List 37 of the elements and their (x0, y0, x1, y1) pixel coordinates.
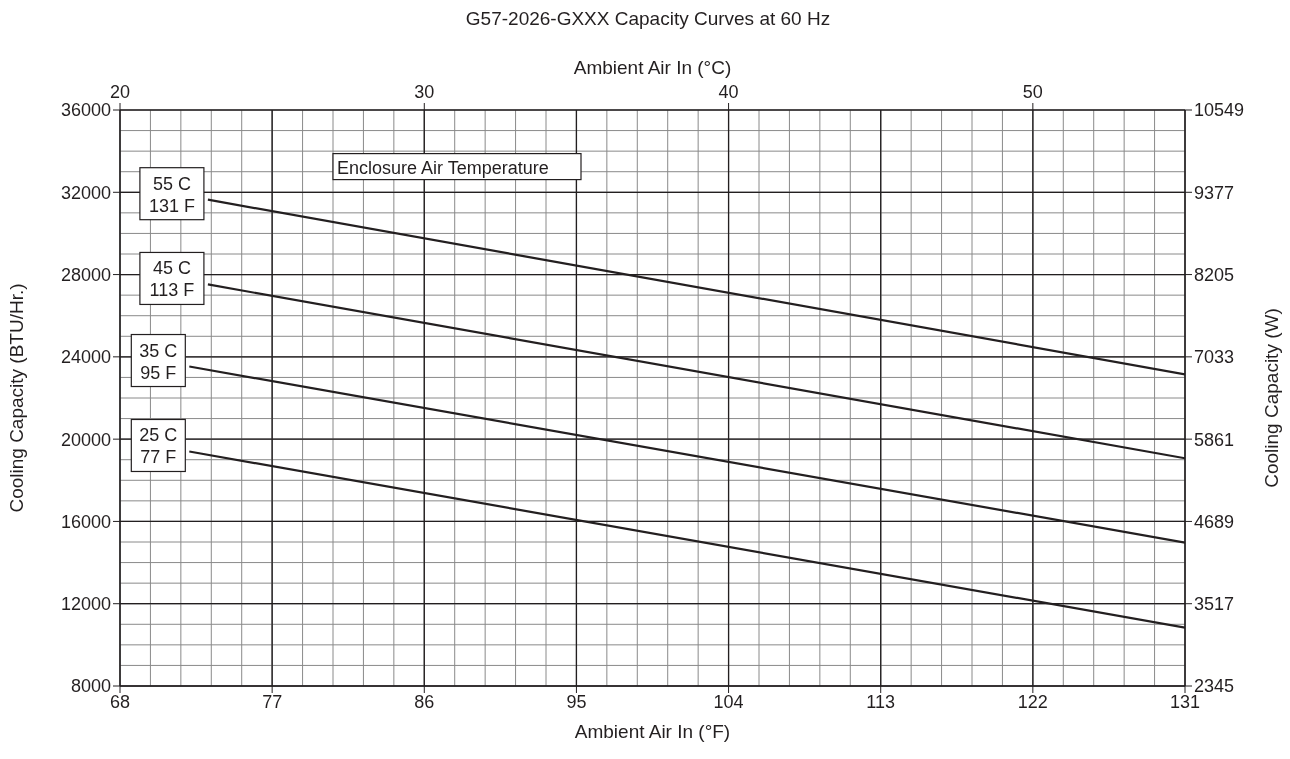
x-tick-label: 122 (1017, 691, 1048, 712)
y2-tick-label: 5861 (1194, 429, 1235, 450)
x-tick-label: 86 (414, 691, 435, 712)
x2-tick-label: 50 (1022, 82, 1043, 102)
x-tick-label: 131 (1169, 691, 1201, 712)
y-tick-label: 16000 (60, 511, 111, 532)
x2-axis-title: Ambient Air In (°C) (573, 57, 732, 78)
y-tick-label: 28000 (60, 264, 111, 285)
x2-tick-label: 30 (414, 82, 435, 102)
x2-tick-label: 20 (109, 82, 131, 102)
y2-tick-label: 7033 (1194, 347, 1235, 368)
y-tick-label: 24000 (60, 347, 111, 368)
x-tick-label: 104 (713, 691, 744, 712)
y2-tick-label: 3517 (1194, 594, 1235, 615)
y-tick-label: 20000 (60, 429, 111, 450)
x-axis-title: Ambient Air In (°F) (574, 721, 731, 742)
y2-tick-label: 8205 (1194, 264, 1235, 285)
x-tick-label: 68 (109, 691, 131, 712)
x-tick-label: 77 (262, 691, 283, 712)
chart-title: G57-2026-GXXX Capacity Curves at 60 Hz (464, 8, 832, 30)
y2-tick-label: 10549 (1194, 100, 1245, 121)
y-tick-label: 32000 (60, 182, 111, 203)
series-label: 45 C 113 F (149, 258, 195, 301)
series-label: 25 C 77 F (139, 425, 178, 468)
y-axis-title: Cooling Capacity (BTU/Hr.) (5, 283, 27, 513)
y2-tick-label: 4689 (1194, 511, 1235, 532)
y-tick-label: 8000 (70, 676, 111, 697)
x2-tick-label: 40 (718, 82, 739, 102)
annotation: Enclosure Air Temperature (337, 157, 549, 178)
y-tick-label: 36000 (60, 100, 111, 121)
series-label: 35 C 95 F (139, 340, 178, 383)
y2-tick-label: 9377 (1194, 182, 1235, 203)
series-label: 55 C 131 F (148, 173, 195, 216)
y-tick-label: 12000 (60, 594, 111, 615)
x-tick-label: 95 (566, 691, 587, 712)
y2-axis-title: Cooling Capacity (W) (1261, 308, 1282, 488)
x-tick-label: 113 (866, 691, 896, 712)
